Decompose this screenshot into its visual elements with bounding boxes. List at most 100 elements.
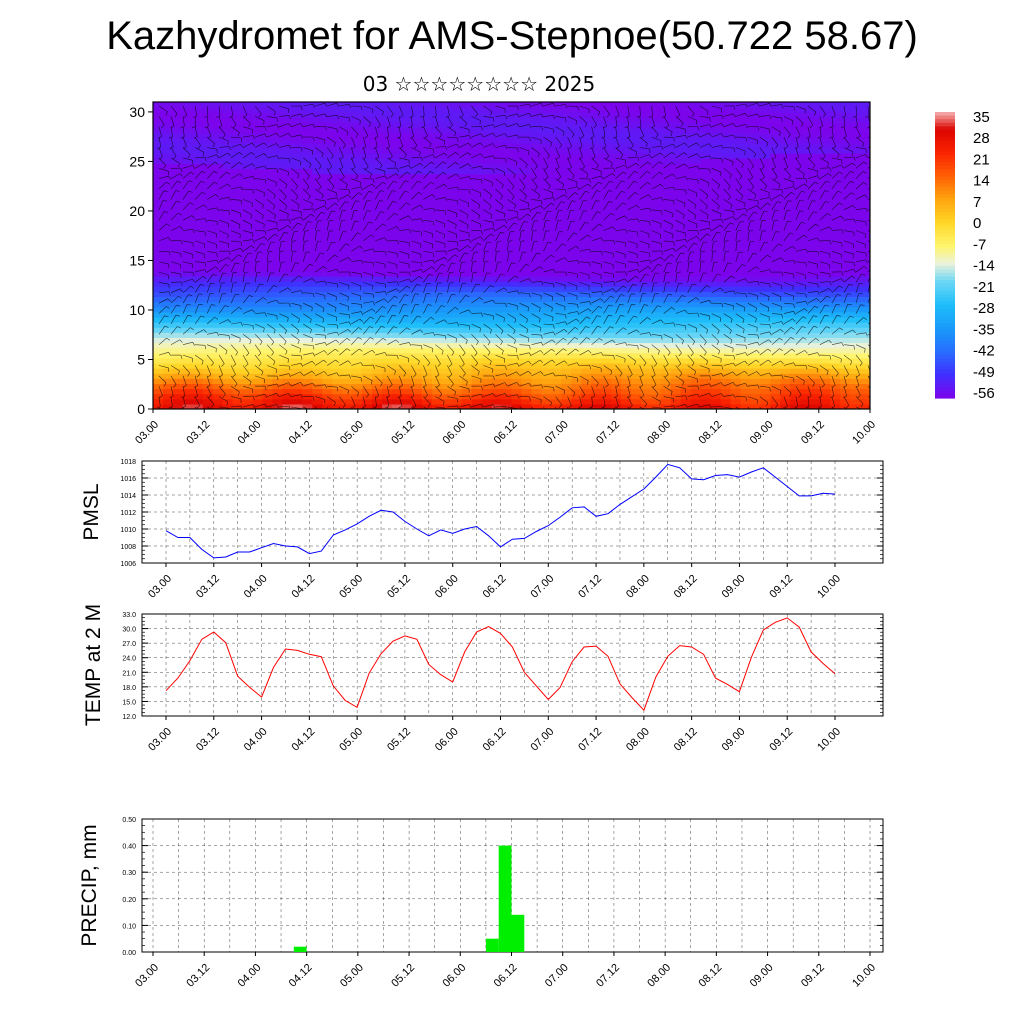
heatmap-cell (591, 127, 602, 134)
wind-barb-flag (190, 171, 195, 175)
heatmap-cell (431, 183, 443, 190)
heatmap-cell (621, 316, 632, 323)
heatmap-cell (242, 342, 254, 349)
heatmap-cell (611, 112, 622, 118)
wind-barb-flag (215, 194, 219, 198)
heatmap-cell (670, 291, 682, 298)
heatmap-cell (730, 296, 742, 303)
wind-barb-flag (285, 350, 288, 355)
heatmap-cell (640, 235, 652, 241)
heatmap-cell (750, 214, 762, 221)
heatmap-cell (770, 275, 781, 282)
heatmap-cell (392, 219, 403, 226)
heatmap-cell (571, 132, 582, 139)
heatmap-cell (252, 158, 264, 164)
heatmap-cell (631, 316, 642, 323)
heatmap-cell (720, 158, 732, 164)
heatmap-cell (670, 311, 682, 318)
heatmap-cell (421, 403, 433, 409)
heatmap-cell (551, 296, 562, 303)
heatmap-cell (431, 229, 443, 236)
heatmap-cell (392, 240, 403, 246)
heatmap-cell (531, 342, 542, 349)
heatmap-cell (222, 112, 234, 118)
heatmap-cell (421, 122, 433, 129)
heatmap-cell (511, 224, 523, 231)
heatmap-cell (342, 255, 353, 262)
heatmap-cell (222, 337, 234, 344)
heatmap-cell (660, 214, 672, 221)
heatmap-cell (601, 132, 612, 139)
heatmap-cell (531, 270, 542, 277)
heatmap-cell (172, 286, 184, 292)
heatmap-cell (202, 173, 214, 180)
wind-barb-flag (288, 133, 292, 137)
heatmap-cell (760, 102, 772, 108)
heatmap-cell (631, 142, 642, 149)
heatmap-cell (800, 158, 811, 164)
heatmap-cell (342, 112, 353, 118)
heatmap-cell (153, 393, 164, 400)
heatmap-cell (531, 383, 542, 390)
heatmap-cell (182, 393, 194, 400)
heatmap-cell (362, 250, 373, 257)
heatmap-cell (401, 102, 413, 108)
heatmap-cell (650, 291, 662, 298)
heatmap-cell (830, 117, 841, 124)
heatmap-cell (342, 142, 353, 149)
wind-barb (218, 116, 223, 127)
heatmap-cell (521, 173, 533, 180)
heatmap-cell (352, 393, 363, 400)
heatmap-cell (571, 245, 582, 251)
wind-barb (267, 155, 277, 159)
wind-barb (254, 199, 264, 206)
heatmap-cell (252, 122, 264, 129)
wind-barb-flag (163, 165, 166, 169)
heatmap-cell (302, 275, 313, 282)
heatmap-cell (332, 398, 343, 405)
heatmap-cell (272, 265, 284, 272)
heatmap-cell (332, 199, 343, 205)
heatmap-cell (162, 229, 174, 236)
wind-barb (242, 209, 252, 216)
heatmap-cell (222, 117, 234, 124)
heatmap-cell (631, 250, 642, 257)
wind-barb (158, 211, 165, 221)
heatmap-cell (491, 229, 503, 236)
heatmap-cell (860, 229, 870, 236)
heatmap-cell (362, 260, 373, 267)
heatmap-cell (780, 281, 791, 287)
wind-barb (206, 354, 214, 363)
heatmap-cell (421, 250, 433, 257)
heatmap-cell (840, 281, 851, 287)
heatmap-cell (431, 311, 443, 318)
wind-barb (278, 188, 287, 197)
heatmap-cell (302, 209, 313, 216)
heatmap-cell (740, 347, 752, 354)
heatmap-cell (401, 235, 413, 241)
heatmap-cell (581, 245, 592, 251)
wind-barb (230, 282, 234, 293)
heatmap-cell (192, 250, 204, 257)
heatmap-cell (153, 107, 164, 113)
heatmap-cell (660, 245, 672, 251)
heatmap-cell (322, 311, 333, 318)
heatmap-cell (720, 107, 732, 113)
heatmap-cell (401, 224, 413, 231)
heatmap-cell (401, 122, 413, 129)
heatmap-cell (820, 403, 831, 409)
heatmap-cell (172, 127, 184, 134)
heatmap-cell (212, 403, 224, 409)
heatmap-cell (242, 178, 254, 185)
heatmap-cell (441, 194, 453, 200)
heatmap-cell (441, 296, 453, 303)
heatmap-cell (162, 322, 174, 328)
heatmap-cell (352, 342, 363, 349)
heatmap-cell (332, 270, 343, 277)
heatmap-cell (451, 240, 463, 246)
heatmap-cell (342, 378, 353, 385)
heatmap-cell (860, 291, 870, 298)
heatmap-cell (332, 255, 343, 262)
heatmap-cell (421, 275, 433, 282)
heatmap-cell (172, 373, 184, 379)
